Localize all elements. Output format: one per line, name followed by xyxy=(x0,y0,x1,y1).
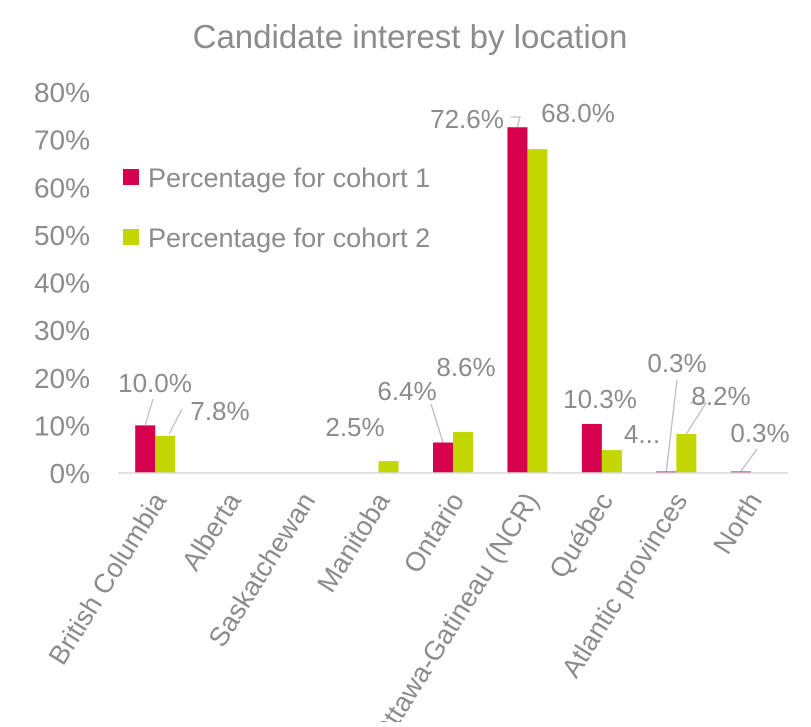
data-labels: 10.0% 6.4% 72.6% 10.3% 0.3% 0.3% 7.8% 2.5% 8.6% 6… xyxy=(118,98,790,449)
data-label-cohort-2: 7.8% xyxy=(190,396,249,426)
leader-line xyxy=(144,398,154,426)
y-tick-label: 80% xyxy=(34,77,90,108)
data-label-cohort-2: 8.2% xyxy=(691,381,750,411)
chart-title: Candidate interest by location xyxy=(193,18,628,55)
y-tick-label: 30% xyxy=(34,315,90,346)
x-tick-label: North xyxy=(707,487,767,559)
x-tick-label: Québec xyxy=(543,487,619,583)
y-tick-label: 20% xyxy=(34,363,90,394)
data-label-cohort-1: 72.6% xyxy=(430,104,504,134)
bars xyxy=(135,127,751,474)
bar-cohort-2 xyxy=(527,149,548,473)
data-label-cohort-1: 10.3% xyxy=(563,384,637,414)
bar-cohort-2 xyxy=(676,433,697,473)
data-label-cohort-1: 0.3% xyxy=(647,348,706,378)
y-tick-label: 40% xyxy=(34,268,90,299)
leader-line xyxy=(430,403,444,443)
x-tick-label: Alberta xyxy=(176,486,247,575)
x-axis: British Columbia AlbertaSaskatchewanManit… xyxy=(43,486,768,727)
data-label-cohort-2: 68.0% xyxy=(541,98,615,128)
bar-cohort-1 xyxy=(507,127,528,474)
label-leader-lines xyxy=(144,116,758,472)
y-axis: 0% 10% 20% 30% 40% 50% 60% 70% 80% xyxy=(34,77,90,489)
data-label-cohort-1: 0.3% xyxy=(730,418,789,448)
legend-swatch-cohort-1 xyxy=(123,169,139,185)
data-label-cohort-1: 10.0% xyxy=(118,368,192,398)
leader-line xyxy=(511,116,521,128)
y-tick-label: 70% xyxy=(34,125,90,156)
leader-line xyxy=(665,379,678,472)
bar-cohort-1 xyxy=(433,442,453,473)
bar-cohort-2 xyxy=(601,450,622,473)
bar-cohort-1 xyxy=(135,425,156,473)
leader-line xyxy=(168,408,183,435)
data-label-cohort-2: 2.5% xyxy=(325,412,384,442)
y-tick-label: 0% xyxy=(50,458,90,489)
y-tick-label: 10% xyxy=(34,410,90,441)
x-tick-label: Manitoba xyxy=(311,486,396,597)
bar-cohort-1 xyxy=(581,423,602,473)
legend: Percentage for cohort 1 Percentage for co… xyxy=(123,163,430,253)
data-label-cohort-2: 8.6% xyxy=(436,352,495,382)
legend-label-cohort-1: Percentage for cohort 1 xyxy=(148,163,430,193)
legend-swatch-cohort-2 xyxy=(123,229,139,245)
legend-label-cohort-2: Percentage for cohort 2 xyxy=(148,223,430,253)
data-label-cohort-1: 6.4% xyxy=(377,376,436,406)
y-tick-label: 60% xyxy=(34,172,90,203)
x-tick-label: Ontario xyxy=(398,487,470,578)
bar-cohort-2 xyxy=(453,432,473,473)
bar-cohort-2 xyxy=(155,435,176,473)
x-tick-label: British Columbia xyxy=(43,486,173,669)
leader-line xyxy=(740,448,758,472)
bar-cohort-2 xyxy=(378,461,399,473)
leader-line xyxy=(685,402,708,435)
data-label-cohort-2: 4... xyxy=(624,419,660,449)
y-tick-label: 50% xyxy=(34,220,90,251)
